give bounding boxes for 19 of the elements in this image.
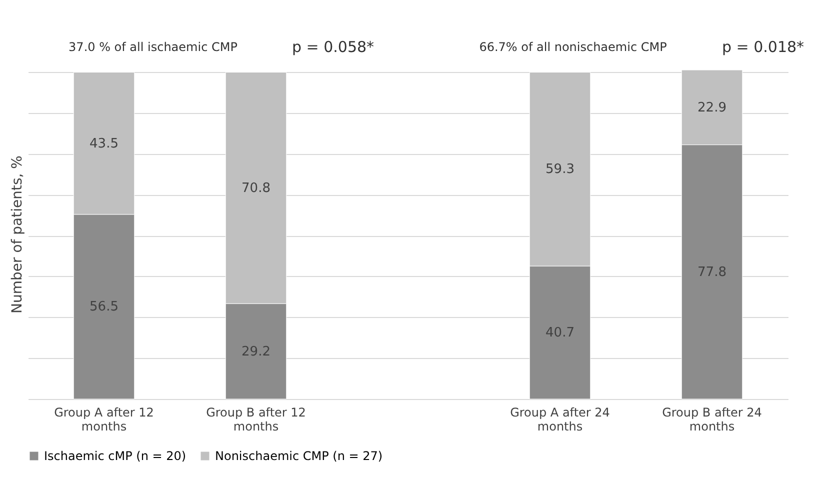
text: 66.7% of all nonischaemic CMP [479,40,667,54]
data-label: 29.2 [242,344,270,360]
data-label: 59.3 [546,162,574,178]
data-label: 40.7 [546,326,574,341]
x-tick-label: Group B after 24 months [662,406,762,434]
data-label: 70.8 [242,180,270,196]
x-tick-label: Group A after 24 months [510,406,610,434]
legend-label: Ischaemic cMP (n = 20) [44,449,186,463]
data-label: 43.5 [90,136,118,152]
text: 37.0 % of all ischaemic CMP [68,40,238,54]
text: p = 0.058* [292,38,375,56]
x-tick-label: Group A after 12 months [54,406,154,434]
data-label: 56.5 [90,300,118,315]
legend-label: Nonischaemic CMP (n = 27) [215,449,383,463]
text: p = 0.018* [722,38,805,56]
data-label: 22.9 [698,100,726,116]
x-tick-label: Group B after 12 months [206,406,306,434]
y-axis-title: Number of patients, % [10,156,26,314]
data-label: 77.8 [698,264,726,280]
